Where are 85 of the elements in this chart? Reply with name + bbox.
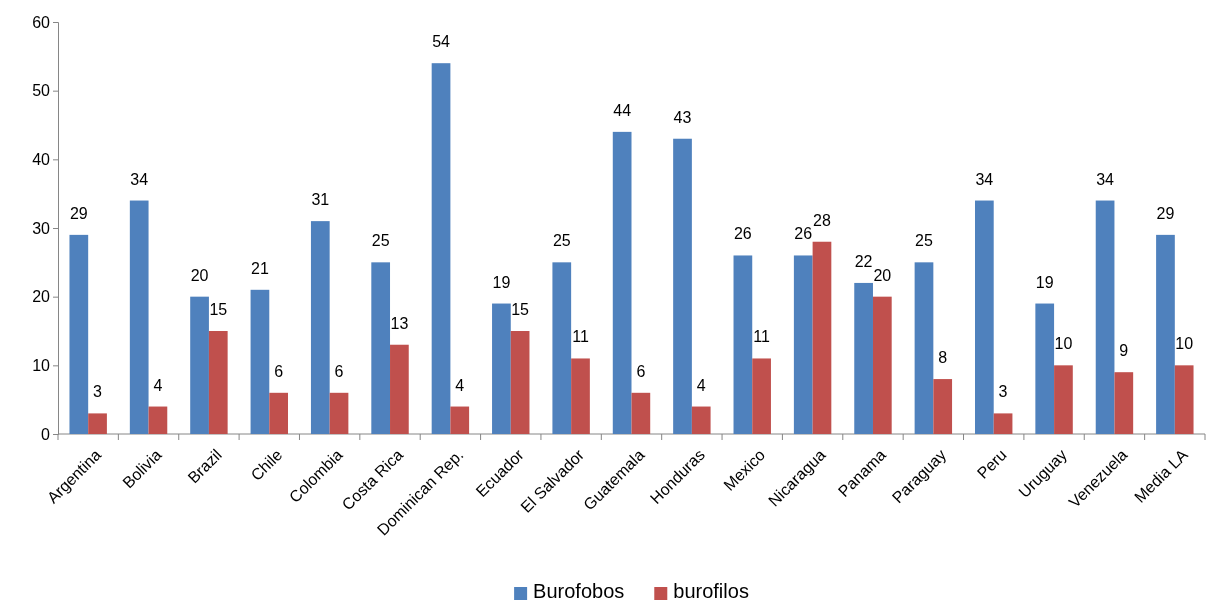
data-label: 26 — [733, 225, 752, 243]
data-label: 25 — [915, 232, 933, 250]
bar — [793, 255, 813, 434]
bar — [269, 392, 288, 434]
bar — [914, 262, 934, 434]
bar — [752, 358, 771, 434]
bar — [88, 413, 107, 434]
y-tick-label: 40 — [32, 150, 51, 168]
bar — [390, 344, 409, 434]
bar — [492, 303, 511, 434]
data-label: 26 — [794, 225, 813, 243]
data-label: 6 — [334, 362, 344, 380]
bar — [872, 296, 892, 434]
data-label: 25 — [371, 232, 390, 250]
bar — [431, 63, 451, 434]
y-tick-label: 60 — [32, 13, 51, 31]
bar — [371, 262, 391, 434]
legend-label: burofilos — [673, 580, 749, 602]
data-label: 20 — [190, 266, 209, 284]
data-label: 6 — [274, 362, 284, 380]
data-label: 10 — [1175, 335, 1194, 353]
data-label: 19 — [1035, 273, 1054, 291]
bar — [552, 262, 572, 434]
bar — [69, 234, 89, 434]
data-label: 22 — [854, 252, 873, 270]
bar — [933, 379, 953, 434]
data-label: 9 — [1119, 342, 1129, 360]
data-label: 15 — [511, 301, 530, 318]
data-label: 19 — [492, 273, 511, 291]
bar — [733, 255, 753, 434]
data-label: 43 — [673, 108, 692, 126]
bar — [450, 406, 470, 434]
data-label: 8 — [938, 349, 948, 367]
data-label: 34 — [130, 170, 149, 188]
bar — [129, 200, 149, 434]
y-tick-label: 10 — [32, 356, 51, 374]
bar — [1156, 234, 1175, 434]
y-tick-label: 30 — [32, 219, 51, 237]
bar — [148, 406, 168, 434]
data-label: 3 — [998, 383, 1008, 401]
data-label: 34 — [975, 170, 994, 188]
data-label: 29 — [1156, 204, 1175, 222]
data-label: 11 — [753, 328, 770, 346]
data-label: 20 — [873, 266, 892, 284]
bar — [208, 331, 228, 434]
bar — [1174, 365, 1194, 434]
data-label: 4 — [696, 376, 706, 394]
bar — [1095, 200, 1115, 434]
bar — [975, 200, 994, 434]
data-label: 11 — [572, 328, 589, 346]
bar — [854, 282, 873, 434]
data-label: 25 — [552, 232, 571, 250]
bar — [1114, 372, 1134, 434]
bar — [190, 296, 209, 434]
bar — [1054, 365, 1073, 434]
y-tick-label: 50 — [32, 82, 51, 100]
bar — [571, 358, 590, 434]
bar — [310, 221, 330, 434]
bar — [612, 131, 632, 434]
data-label: 13 — [390, 314, 409, 332]
data-label: 21 — [251, 259, 269, 277]
data-label: 10 — [1054, 335, 1073, 353]
bar — [993, 413, 1013, 434]
data-label: 6 — [636, 362, 646, 380]
data-label: 29 — [69, 204, 88, 222]
bar — [691, 406, 711, 434]
data-label: 4 — [153, 376, 163, 394]
bar — [1035, 303, 1055, 434]
y-tick-label: 20 — [32, 288, 51, 306]
bar — [812, 241, 832, 434]
data-label: 34 — [1096, 170, 1115, 188]
legend-label: Burofobos — [533, 580, 625, 602]
bar — [510, 331, 530, 434]
bar — [250, 289, 270, 434]
bar — [329, 392, 349, 434]
data-label: 3 — [93, 383, 103, 401]
data-label: 15 — [209, 301, 228, 318]
y-tick-label: 0 — [41, 425, 51, 443]
data-label: 28 — [813, 211, 831, 229]
data-label: 4 — [455, 376, 465, 394]
data-label: 44 — [613, 101, 632, 119]
data-label: 31 — [311, 191, 330, 209]
data-label: 54 — [432, 33, 451, 51]
bar — [673, 138, 692, 434]
bar — [631, 392, 651, 434]
